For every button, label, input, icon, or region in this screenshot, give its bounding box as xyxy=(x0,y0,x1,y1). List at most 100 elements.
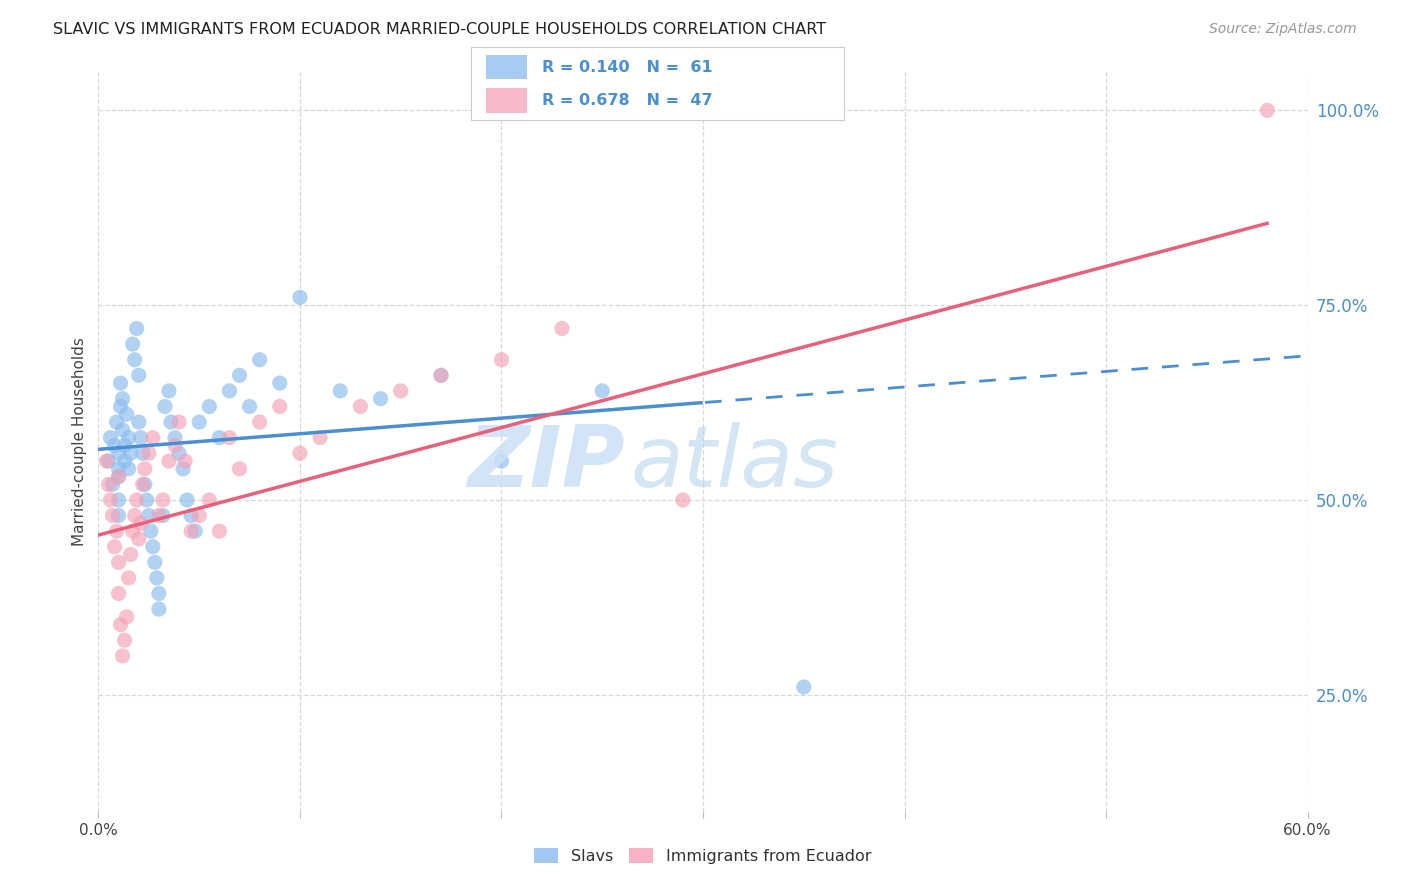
Point xyxy=(184,524,207,538)
Point xyxy=(138,446,160,460)
Point xyxy=(228,462,250,476)
Point xyxy=(198,400,221,414)
Text: Source: ZipAtlas.com: Source: ZipAtlas.com xyxy=(1209,22,1357,37)
Point xyxy=(124,508,146,523)
Point xyxy=(107,493,129,508)
Point xyxy=(120,446,142,460)
Point xyxy=(114,633,136,648)
Point xyxy=(146,571,169,585)
Point xyxy=(128,532,150,546)
Point xyxy=(591,384,613,398)
Point xyxy=(491,454,513,468)
Point xyxy=(135,493,157,508)
Point xyxy=(138,508,160,523)
Point xyxy=(167,415,190,429)
Point xyxy=(148,508,170,523)
Point xyxy=(105,415,128,429)
Point xyxy=(198,493,221,508)
Point xyxy=(101,477,124,491)
Point xyxy=(430,368,453,383)
Point xyxy=(1256,103,1278,118)
Point xyxy=(101,508,124,523)
Point xyxy=(370,392,392,406)
Point xyxy=(288,290,311,304)
Point xyxy=(139,524,162,538)
Text: R = 0.140   N =  61: R = 0.140 N = 61 xyxy=(541,60,713,75)
Point xyxy=(118,462,141,476)
Point xyxy=(125,321,148,335)
Point xyxy=(228,368,250,383)
Point xyxy=(114,454,136,468)
Point xyxy=(125,493,148,508)
Point xyxy=(100,493,122,508)
Point xyxy=(107,469,129,483)
Point xyxy=(174,454,197,468)
Point xyxy=(148,586,170,600)
Point xyxy=(218,431,240,445)
Point xyxy=(157,454,180,468)
Point xyxy=(180,508,202,523)
Point xyxy=(239,400,262,414)
Point xyxy=(389,384,412,398)
Point xyxy=(188,508,211,523)
Point xyxy=(163,438,186,452)
Legend: Slavs, Immigrants from Ecuador: Slavs, Immigrants from Ecuador xyxy=(529,841,877,871)
Point xyxy=(124,352,146,367)
Point xyxy=(110,400,132,414)
Point xyxy=(349,400,371,414)
Point xyxy=(551,321,574,335)
Point xyxy=(249,352,271,367)
Bar xyxy=(486,88,527,113)
Point xyxy=(107,469,129,483)
Point xyxy=(111,423,134,437)
Point xyxy=(115,610,138,624)
Point xyxy=(118,571,141,585)
Point xyxy=(110,617,132,632)
Text: R = 0.678   N =  47: R = 0.678 N = 47 xyxy=(541,93,713,108)
Point xyxy=(793,680,815,694)
Point xyxy=(142,540,165,554)
Point xyxy=(218,384,240,398)
Point xyxy=(188,415,211,429)
Point xyxy=(208,431,231,445)
Point xyxy=(176,493,198,508)
Point xyxy=(115,407,138,421)
Point xyxy=(107,462,129,476)
Point xyxy=(121,337,143,351)
Point xyxy=(118,431,141,445)
Point xyxy=(142,431,165,445)
Point xyxy=(121,524,143,538)
Point xyxy=(128,415,150,429)
Point xyxy=(249,415,271,429)
Point xyxy=(134,477,156,491)
Point xyxy=(103,438,125,452)
Point xyxy=(208,524,231,538)
Point xyxy=(430,368,453,383)
Point xyxy=(107,555,129,569)
Y-axis label: Married-couple Households: Married-couple Households xyxy=(72,337,87,546)
Point xyxy=(120,548,142,562)
Point xyxy=(269,376,291,390)
Point xyxy=(152,508,174,523)
Point xyxy=(132,477,155,491)
Point xyxy=(132,446,155,460)
Point xyxy=(269,400,291,414)
Point xyxy=(167,446,190,460)
Point xyxy=(134,462,156,476)
Point xyxy=(491,352,513,367)
Point xyxy=(143,555,166,569)
Point xyxy=(111,648,134,663)
Point xyxy=(329,384,352,398)
Point xyxy=(128,368,150,383)
Text: atlas: atlas xyxy=(630,422,838,505)
Point xyxy=(100,431,122,445)
Point xyxy=(129,516,152,531)
Point xyxy=(148,602,170,616)
Point xyxy=(96,454,118,468)
Point xyxy=(110,376,132,390)
Point xyxy=(107,586,129,600)
Text: ZIP: ZIP xyxy=(467,422,624,505)
Point xyxy=(153,400,176,414)
Point xyxy=(152,493,174,508)
Point xyxy=(107,446,129,460)
